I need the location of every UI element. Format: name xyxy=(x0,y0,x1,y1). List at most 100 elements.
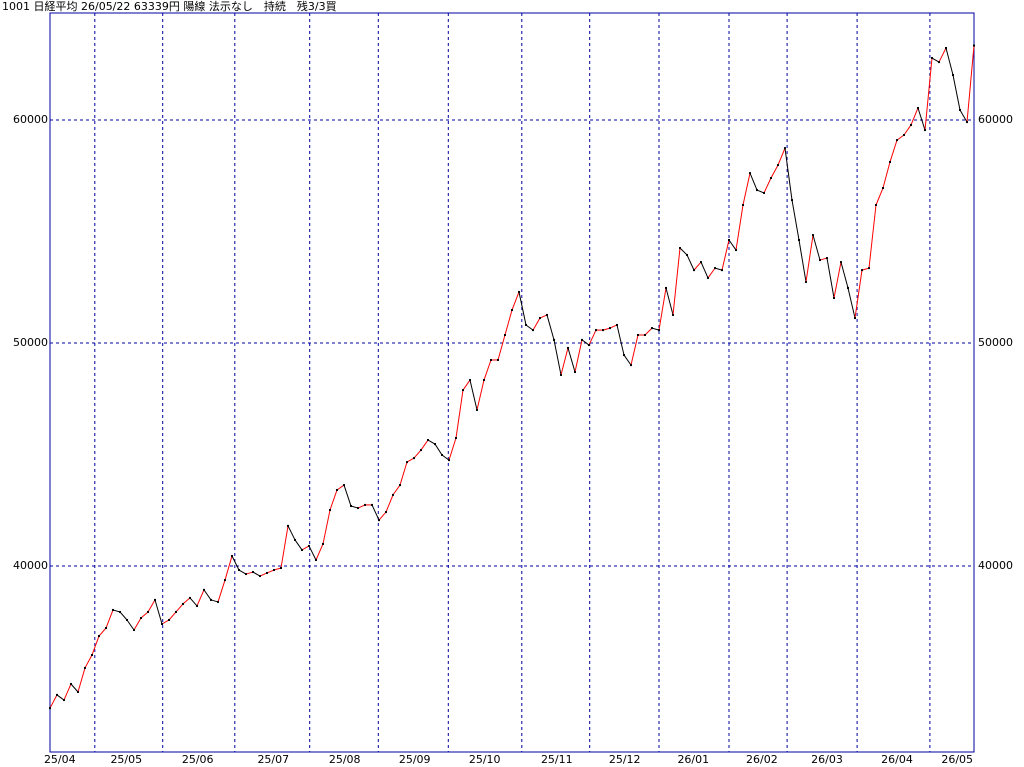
price-segment xyxy=(896,134,905,141)
price-segment xyxy=(287,525,296,541)
price-segment xyxy=(539,314,548,319)
price-segment xyxy=(532,317,541,331)
price-segment xyxy=(833,261,842,299)
price-point xyxy=(112,608,114,611)
price-segment xyxy=(784,148,793,201)
price-point xyxy=(308,544,310,547)
price-segment xyxy=(616,324,625,356)
price-point xyxy=(532,329,534,332)
price-segment xyxy=(273,567,282,571)
price-point xyxy=(518,290,520,293)
price-segment xyxy=(294,539,303,551)
price-segment xyxy=(308,545,317,561)
price-point xyxy=(140,616,142,619)
price-segment xyxy=(966,45,975,123)
price-point xyxy=(553,338,555,341)
price-point xyxy=(483,379,485,382)
price-point xyxy=(945,47,947,50)
price-segment xyxy=(665,287,674,316)
price-point xyxy=(770,177,772,180)
x-tick-label: 26/03 xyxy=(811,753,843,766)
price-point xyxy=(637,334,639,337)
price-point xyxy=(119,610,121,613)
price-point xyxy=(434,443,436,446)
price-segment xyxy=(903,124,912,136)
price-point xyxy=(231,554,233,557)
price-point xyxy=(273,569,275,572)
price-segment xyxy=(609,324,618,329)
price-segment xyxy=(77,667,86,693)
price-point xyxy=(938,61,940,64)
price-point xyxy=(819,259,821,262)
price-point xyxy=(49,707,51,710)
price-segment xyxy=(581,339,590,346)
price-segment xyxy=(847,287,856,319)
price-segment xyxy=(588,329,597,346)
price-segment xyxy=(938,47,947,63)
price-point xyxy=(84,666,86,669)
x-tick-label: 26/05 xyxy=(941,753,973,766)
price-point xyxy=(539,317,541,320)
price-segment xyxy=(525,324,534,331)
price-segment xyxy=(805,235,814,283)
price-segment xyxy=(630,334,639,366)
price-segment xyxy=(686,254,695,271)
price-segment xyxy=(385,494,394,513)
y-tick-label: 50000 xyxy=(13,336,48,349)
price-point xyxy=(371,503,373,506)
price-point xyxy=(833,296,835,299)
price-segment xyxy=(721,239,730,271)
price-segment xyxy=(168,611,177,621)
price-segment xyxy=(567,347,576,373)
price-segment xyxy=(742,173,751,206)
price-segment xyxy=(203,589,212,601)
price-segment xyxy=(210,599,219,603)
price-segment xyxy=(315,543,324,561)
price-point xyxy=(259,575,261,578)
price-point xyxy=(63,699,65,702)
price-segment xyxy=(700,261,709,279)
price-segment xyxy=(56,694,65,701)
price-segment xyxy=(427,439,436,445)
price-point xyxy=(595,329,597,332)
price-segment xyxy=(777,147,786,166)
price-point xyxy=(777,164,779,167)
price-segment xyxy=(959,109,968,123)
price-point xyxy=(588,344,590,347)
price-point xyxy=(882,187,884,190)
price-segment xyxy=(434,443,443,456)
price-segment xyxy=(245,571,254,575)
x-tick-label: 25/08 xyxy=(329,753,361,766)
price-point xyxy=(392,493,394,496)
price-point xyxy=(238,569,240,572)
price-segment xyxy=(560,347,569,376)
price-segment xyxy=(497,334,506,361)
price-point xyxy=(525,323,527,326)
price-point xyxy=(336,488,338,491)
price-segment xyxy=(259,572,268,577)
x-tick-label: 25/07 xyxy=(257,753,289,766)
price-segment xyxy=(119,611,128,621)
price-segment xyxy=(889,139,898,163)
price-point xyxy=(903,133,905,136)
price-point xyxy=(161,623,163,626)
price-point xyxy=(287,524,289,527)
price-segment xyxy=(252,571,261,577)
price-segment xyxy=(112,609,121,613)
price-point xyxy=(560,373,562,376)
price-segment xyxy=(518,291,527,326)
x-tick-label: 26/04 xyxy=(881,753,913,766)
price-point xyxy=(154,598,156,601)
price-segment xyxy=(651,327,660,331)
price-segment xyxy=(378,511,387,521)
price-point xyxy=(826,257,828,260)
price-point xyxy=(798,239,800,242)
price-segment xyxy=(826,257,835,299)
price-point xyxy=(966,121,968,124)
price-segment xyxy=(126,619,135,631)
price-point xyxy=(98,635,100,638)
price-point xyxy=(805,280,807,283)
price-segment xyxy=(693,261,702,271)
price-point xyxy=(581,338,583,341)
